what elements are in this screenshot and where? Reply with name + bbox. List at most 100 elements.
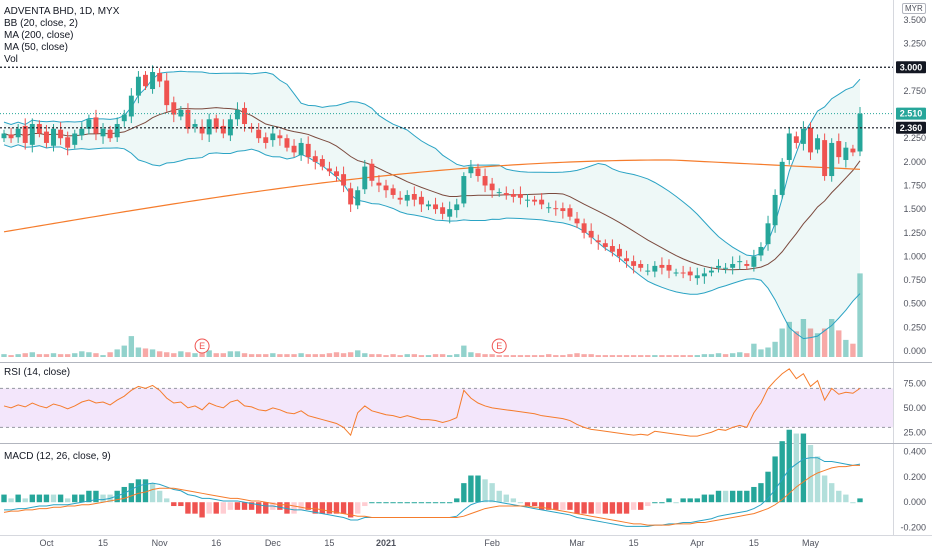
- candle-body: [468, 166, 474, 174]
- volume-bar: [482, 354, 488, 357]
- volume-bar: [454, 354, 460, 357]
- time-tick-label: Apr: [690, 538, 704, 548]
- volume-bar: [850, 343, 856, 357]
- price-tick-label: 0.750: [903, 275, 926, 285]
- volume-bar: [779, 328, 785, 357]
- volume-bar: [369, 354, 375, 357]
- price-tick-label: 0.250: [903, 322, 926, 332]
- macd-histogram-bar: [722, 490, 729, 503]
- price-tick-label: 3.250: [903, 39, 926, 49]
- macd-histogram-bar: [581, 502, 587, 514]
- candle-body: [857, 113, 863, 152]
- volume-bar: [666, 355, 672, 357]
- volume-bar: [305, 354, 311, 357]
- macd-tick-label: -0.200: [900, 523, 926, 533]
- macd-histogram-bar: [701, 494, 708, 503]
- volume-bar: [793, 331, 800, 357]
- volume-bar: [468, 352, 474, 357]
- candle-body: [121, 114, 127, 122]
- volume-bar: [390, 354, 396, 357]
- macd-histogram-bar: [574, 502, 580, 514]
- macd-histogram-bar: [531, 502, 538, 507]
- macd-histogram-bar: [362, 502, 368, 507]
- volume-bar: [510, 355, 517, 357]
- time-tick-label: 2021: [376, 538, 396, 548]
- volume-bar: [135, 347, 142, 357]
- indicator-vol[interactable]: Vol: [4, 54, 18, 65]
- price-tick-label: 0.000: [903, 346, 926, 356]
- candle-body: [687, 271, 693, 276]
- candle-body: [546, 207, 552, 209]
- volume-bar: [114, 349, 120, 357]
- rsi-legend[interactable]: RSI (14, close): [4, 367, 70, 379]
- volume-bar: [263, 354, 269, 357]
- macd-histogram-bar: [843, 494, 849, 503]
- candle-body: [800, 128, 806, 144]
- price-tick-label: 1.750: [903, 181, 926, 191]
- time-tick-label: Feb: [484, 538, 500, 548]
- volume-bar: [687, 355, 693, 357]
- candle-body: [326, 168, 332, 172]
- macd-histogram-bar: [114, 490, 120, 503]
- volume-bar: [142, 348, 149, 357]
- volume-bar: [857, 273, 863, 357]
- candle-body: [305, 143, 311, 158]
- price-label: 3.000: [900, 62, 923, 72]
- macd-histogram-bar: [227, 502, 234, 510]
- signal-line: [3, 464, 860, 526]
- volume-bar: [546, 354, 552, 357]
- volume-bar: [178, 351, 184, 357]
- macd-histogram-bar: [29, 494, 35, 503]
- macd-legend[interactable]: MACD (12, 26, close, 9): [4, 451, 111, 463]
- macd-histogram-bar: [425, 502, 432, 504]
- symbol-title[interactable]: ADVENTA BHD, 1D, MYX: [4, 6, 120, 17]
- indicator-ma200[interactable]: MA (200, close): [4, 30, 74, 41]
- macd-tick-label: 0.200: [903, 472, 926, 482]
- volume-bar: [814, 333, 821, 357]
- macd-tick-label: 0.400: [903, 446, 926, 456]
- volume-bar: [786, 321, 792, 357]
- volume-bars: [1, 273, 863, 357]
- volume-bar: [616, 355, 623, 357]
- macd-histogram-bar: [737, 490, 743, 503]
- macd-histogram-bar: [312, 502, 318, 514]
- volume-bar: [439, 354, 446, 357]
- volume-bar: [560, 355, 566, 357]
- macd-histogram-bar: [390, 502, 396, 504]
- time-tick-label: Mar: [569, 538, 585, 548]
- earnings-marker: [194, 338, 210, 354]
- indicator-bb[interactable]: BB (20, close, 2): [4, 18, 78, 29]
- candle-body: [341, 174, 347, 186]
- candle-body: [631, 261, 637, 266]
- macd-panel: 0.400 0.200 0.000 -0.200: [1, 429, 926, 533]
- macd-histogram-bar: [8, 498, 14, 503]
- volume-bar: [765, 347, 771, 357]
- indicator-ma50[interactable]: MA (50, close): [4, 42, 68, 53]
- macd-histogram-bar: [142, 479, 149, 503]
- macd-histogram-bar: [673, 502, 679, 504]
- time-tick-label: Oct: [39, 538, 54, 548]
- candle-body: [298, 142, 304, 156]
- macd-histogram-bar: [22, 498, 28, 503]
- candle-body: [433, 204, 439, 210]
- macd-histogram-bar: [489, 483, 495, 503]
- volume-bar: [772, 341, 778, 357]
- macd-histogram-bar: [220, 502, 226, 514]
- volume-bar: [425, 355, 432, 357]
- currency-badge[interactable]: MYR: [902, 3, 926, 14]
- volume-bar: [86, 352, 92, 357]
- macd-histogram-bar: [708, 494, 715, 503]
- bollinger-bands: [3, 70, 861, 340]
- candle-body: [822, 140, 828, 177]
- macd-histogram-bar: [560, 502, 566, 510]
- macd-label: MACD (12, 26, close, 9): [4, 451, 111, 462]
- time-tick-label: Nov: [152, 538, 169, 548]
- price-label: 2.510: [900, 109, 923, 119]
- candle-body: [390, 188, 396, 195]
- macd-histogram-bar: [538, 502, 545, 510]
- macd-histogram-bar: [185, 502, 191, 514]
- volume-bar: [50, 353, 57, 357]
- price-label: 2.360: [900, 123, 923, 133]
